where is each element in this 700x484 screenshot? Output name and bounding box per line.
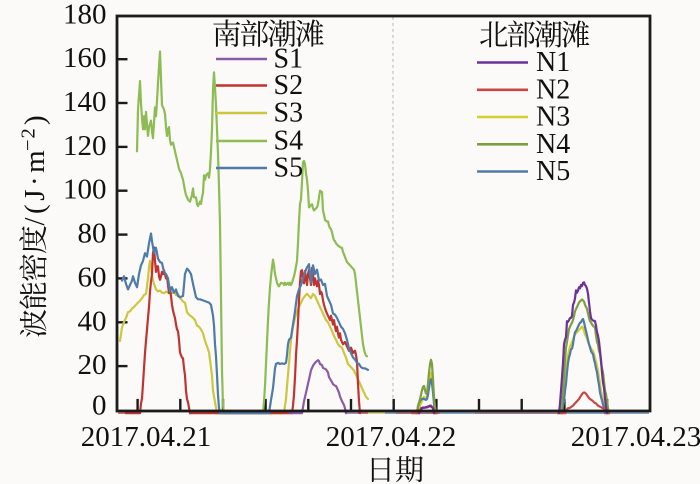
svg-text:/(J·m: /(J·m [19, 147, 51, 226]
svg-text:S2: S2 [274, 70, 304, 101]
svg-text:): ) [19, 115, 51, 125]
svg-text:S4: S4 [274, 126, 304, 157]
svg-text:140: 140 [63, 86, 107, 118]
svg-text:S1: S1 [274, 44, 304, 75]
svg-text:160: 160 [63, 42, 107, 74]
svg-text:N5: N5 [536, 156, 570, 187]
svg-text:N3: N3 [536, 102, 570, 133]
svg-text:60: 60 [78, 261, 107, 293]
svg-text:N2: N2 [536, 74, 570, 105]
svg-text:20: 20 [78, 349, 107, 381]
svg-text:−2: −2 [18, 127, 40, 151]
svg-text:N4: N4 [536, 129, 570, 160]
svg-text:2017.04.21: 2017.04.21 [81, 421, 212, 453]
svg-text:100: 100 [63, 174, 107, 206]
svg-text:S5: S5 [274, 153, 304, 184]
svg-text:2017.04.22: 2017.04.22 [326, 421, 457, 453]
svg-text:80: 80 [78, 218, 107, 250]
svg-text:40: 40 [78, 305, 107, 337]
svg-text:120: 120 [63, 130, 107, 162]
svg-text:2017.04.23: 2017.04.23 [571, 421, 700, 453]
svg-text:S3: S3 [274, 98, 304, 129]
svg-text:180: 180 [63, 0, 107, 30]
svg-text:N1: N1 [536, 47, 570, 78]
svg-text:0: 0 [92, 389, 107, 421]
